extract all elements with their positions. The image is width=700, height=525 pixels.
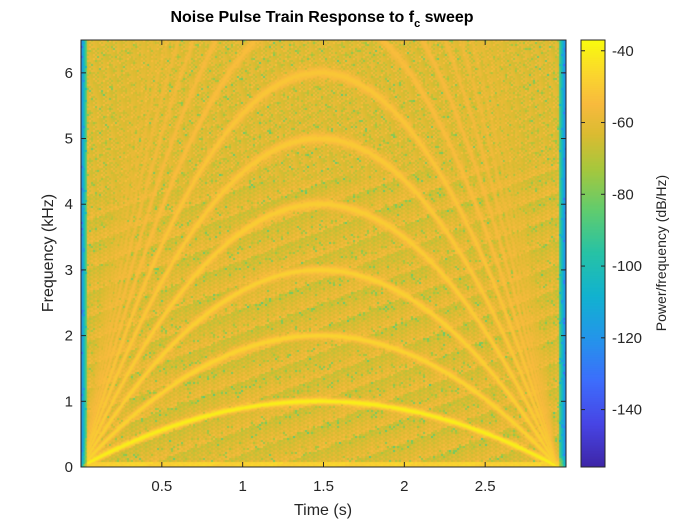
x-tick-label: 1.5 xyxy=(313,478,334,495)
y-tick-label: 5 xyxy=(65,131,73,148)
y-tick-label: 2 xyxy=(65,328,73,345)
colorbar: -40 -60 -80 -100 -120 -140 xyxy=(580,39,642,468)
x-tick-label: 1 xyxy=(238,478,246,495)
colorbar-tick-label: -100 xyxy=(612,258,642,275)
x-axis-label: Time (s) xyxy=(294,502,352,519)
colorbar-axis: -40 -60 -80 -100 -120 -140 xyxy=(581,43,642,419)
y-tick-label: 0 xyxy=(65,459,73,476)
chart-title-subscript: c xyxy=(414,18,420,30)
y-axis: 0 1 2 3 4 5 6 xyxy=(65,65,566,476)
y-tick-label: 3 xyxy=(65,262,73,279)
plot-area: 0.5 1 1.5 2 2.5 0 1 2 3 4 5 6 xyxy=(65,39,567,495)
colorbar-tick-label: -60 xyxy=(612,115,634,132)
colorbar-gradient xyxy=(581,40,605,467)
colorbar-tick-label: -40 xyxy=(612,43,634,60)
x-tick-label: 2.5 xyxy=(475,478,496,495)
spectrogram-image xyxy=(81,40,566,467)
colorbar-tick-label: -140 xyxy=(612,402,642,419)
colorbar-label: Power/frequency (dB/Hz) xyxy=(653,175,669,331)
colorbar-tick-label: -120 xyxy=(612,330,642,347)
x-axis: 0.5 1 1.5 2 2.5 xyxy=(151,40,496,495)
colorbar-tick-label: -80 xyxy=(612,186,634,203)
y-tick-label: 6 xyxy=(65,65,73,82)
y-tick-label: 1 xyxy=(65,393,73,410)
chart-title-main: Noise Pulse Train Response to f xyxy=(170,9,414,26)
chart-title: Noise Pulse Train Response to fc sweep xyxy=(170,9,473,30)
chart-title-end: sweep xyxy=(420,9,474,26)
x-tick-label: 0.5 xyxy=(151,478,172,495)
x-tick-label: 2 xyxy=(400,478,408,495)
y-axis-label: Frequency (kHz) xyxy=(40,194,57,312)
colorbar-frame xyxy=(580,39,606,468)
y-tick-label: 4 xyxy=(65,196,73,213)
